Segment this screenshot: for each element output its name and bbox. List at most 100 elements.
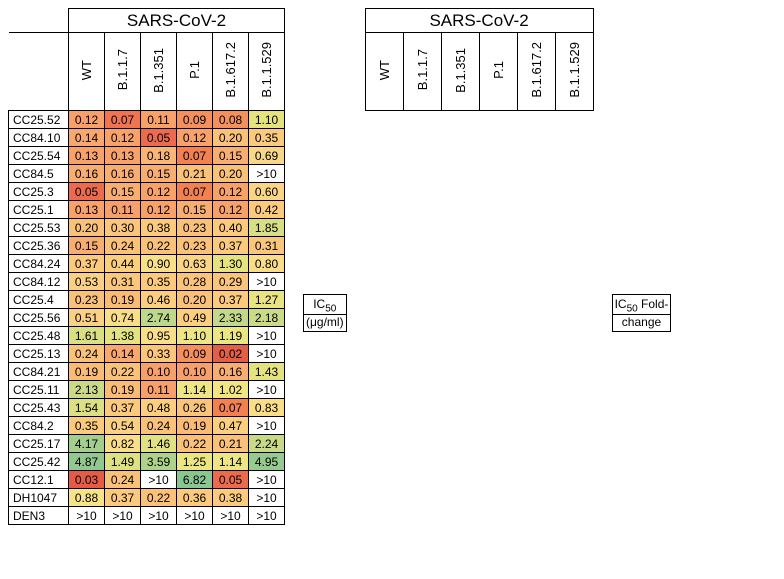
- ic50-cell: 1.25: [177, 453, 213, 471]
- ic50-cell: 1.54: [69, 399, 105, 417]
- row-label: CC25.48: [9, 327, 69, 345]
- ic50-cell: 0.82: [105, 435, 141, 453]
- ic50-cell: 2.24: [249, 435, 285, 453]
- ic50-cell: >10: [249, 507, 285, 525]
- row-label: CC25.1: [9, 201, 69, 219]
- row-label: CC84.21: [9, 363, 69, 381]
- row-label: DH1047: [9, 489, 69, 507]
- ic50-cell: 0.15: [141, 165, 177, 183]
- ic50-cell: 0.38: [213, 489, 249, 507]
- ic50-cell: 0.20: [213, 129, 249, 147]
- ic50-cell: 0.53: [69, 273, 105, 291]
- ic50-cell: 0.12: [105, 129, 141, 147]
- ic50-cell: 0.10: [177, 363, 213, 381]
- ic50-cell: 0.16: [105, 165, 141, 183]
- fold-legend: IC50 Fold- change: [612, 294, 672, 332]
- column-header: B.1.617.2: [213, 33, 249, 111]
- ic50-cell: >10: [141, 507, 177, 525]
- ic50-cell: 0.14: [105, 345, 141, 363]
- ic50-cell: >10: [249, 471, 285, 489]
- ic50-cell: 0.51: [69, 309, 105, 327]
- ic50-cell: 0.11: [141, 111, 177, 129]
- row-label: CC84.10: [9, 129, 69, 147]
- ic50-cell: 0.95: [141, 327, 177, 345]
- ic50-cell: 0.21: [177, 165, 213, 183]
- row-label: CC25.13: [9, 345, 69, 363]
- ic50-cell: 1.38: [105, 327, 141, 345]
- ic50-cell: >10: [249, 417, 285, 435]
- ic50-cell: 1.61: [69, 327, 105, 345]
- ic50-legend-title1: IC50: [304, 295, 347, 315]
- ic50-cell: 0.22: [177, 435, 213, 453]
- ic50-cell: 0.15: [69, 237, 105, 255]
- ic50-cell: 0.07: [105, 111, 141, 129]
- ic50-cell: 0.13: [69, 201, 105, 219]
- ic50-legend: IC50 (μg/ml): [303, 294, 347, 332]
- ic50-cell: 0.09: [177, 111, 213, 129]
- ic50-legend-title2: (μg/ml): [304, 315, 347, 332]
- row-label: CC25.36: [9, 237, 69, 255]
- ic50-cell: 0.38: [141, 219, 177, 237]
- column-header: P.1: [177, 33, 213, 111]
- ic50-cell: 0.20: [213, 165, 249, 183]
- ic50-cell: 0.20: [177, 291, 213, 309]
- ic50-cell: 0.09: [177, 345, 213, 363]
- ic50-cell: 0.36: [177, 489, 213, 507]
- row-label: DEN3: [9, 507, 69, 525]
- ic50-cell: 0.24: [105, 237, 141, 255]
- fold-table: SARS-CoV-2 WTB.1.1.7B.1.351P.1B.1.617.2B…: [365, 8, 594, 111]
- column-header: B.1.617.2: [517, 33, 555, 111]
- ic50-cell: >10: [249, 327, 285, 345]
- ic50-cell: 1.27: [249, 291, 285, 309]
- ic50-cell: 4.95: [249, 453, 285, 471]
- ic50-table: SARS-CoV-2 WTB.1.1.7B.1.351P.1B.1.617.2B…: [8, 8, 285, 525]
- fold-legend-title2: change: [612, 315, 671, 332]
- ic50-cell: 0.37: [105, 399, 141, 417]
- ic50-cell: 0.35: [249, 129, 285, 147]
- ic50-cell: 0.29: [213, 273, 249, 291]
- ic50-cell: 0.23: [177, 219, 213, 237]
- column-header: B.1.1.7: [105, 33, 141, 111]
- column-header: WT: [69, 33, 105, 111]
- ic50-cell: 2.13: [69, 381, 105, 399]
- column-header: B.1.1.529: [555, 33, 593, 111]
- ic50-cell: 0.15: [213, 147, 249, 165]
- ic50-cell: 0.18: [141, 147, 177, 165]
- ic50-cell: 0.63: [177, 255, 213, 273]
- ic50-cell: 2.33: [213, 309, 249, 327]
- ic50-cell: 0.35: [141, 273, 177, 291]
- ic50-cell: 1.14: [213, 453, 249, 471]
- row-label: CC84.2: [9, 417, 69, 435]
- ic50-cell: 0.37: [213, 237, 249, 255]
- ic50-cell: 0.42: [249, 201, 285, 219]
- ic50-cell: >10: [213, 507, 249, 525]
- ic50-cell: >10: [105, 507, 141, 525]
- ic50-cell: 0.60: [249, 183, 285, 201]
- ic50-cell: 4.87: [69, 453, 105, 471]
- ic50-cell: 1.10: [249, 111, 285, 129]
- ic50-cell: 1.10: [177, 327, 213, 345]
- ic50-cell: >10: [249, 489, 285, 507]
- column-header: B.1.1.7: [403, 33, 441, 111]
- ic50-cell: 4.17: [69, 435, 105, 453]
- ic50-cell: 0.05: [69, 183, 105, 201]
- ic50-cell: 0.15: [105, 183, 141, 201]
- ic50-cell: 0.10: [141, 363, 177, 381]
- row-label: CC25.42: [9, 453, 69, 471]
- ic50-cell: 0.88: [69, 489, 105, 507]
- column-header: B.1.1.529: [249, 33, 285, 111]
- ic50-cell: 0.05: [213, 471, 249, 489]
- ic50-cell: 0.22: [105, 363, 141, 381]
- row-label: CC25.43: [9, 399, 69, 417]
- column-header: B.1.351: [141, 33, 177, 111]
- ic50-cell: >10: [249, 165, 285, 183]
- ic50-cell: 0.12: [141, 201, 177, 219]
- ic50-cell: 0.33: [141, 345, 177, 363]
- ic50-cell: 6.82: [177, 471, 213, 489]
- ic50-cell: 0.12: [213, 201, 249, 219]
- ic50-cell: 0.24: [69, 345, 105, 363]
- row-label: CC25.52: [9, 111, 69, 129]
- ic50-cell: 0.08: [213, 111, 249, 129]
- ic50-cell: 1.85: [249, 219, 285, 237]
- row-label: CC25.56: [9, 309, 69, 327]
